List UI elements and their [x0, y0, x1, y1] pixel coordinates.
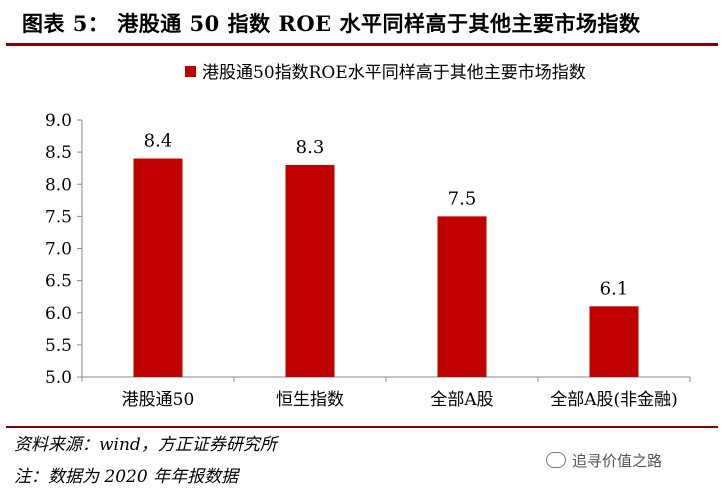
legend-label: 港股通50指数ROE水平同样高于其他主要市场指数 — [202, 63, 586, 83]
note-text: 注：数据为 2020 年年报数据 — [14, 467, 239, 487]
watermark: 追寻价值之路 — [546, 450, 662, 471]
bar-value-label: 6.1 — [600, 278, 629, 299]
y-tick-label: 8.0 — [45, 175, 72, 195]
bar — [285, 164, 335, 377]
x-tick-label: 全部A股(非金融) — [550, 390, 678, 410]
y-tick-label: 7.0 — [45, 240, 72, 260]
x-tick-label: 港股通50 — [122, 390, 195, 410]
figure-title: 图表 5： 港股通 50 指数 ROE 水平同样高于其他主要市场指数 — [22, 11, 641, 36]
y-tick-label: 6.5 — [45, 272, 72, 292]
bar-value-label: 7.5 — [448, 188, 477, 209]
wechat-icon — [546, 452, 566, 468]
y-tick-label: 5.5 — [45, 336, 72, 356]
chart-legend: 港股通50指数ROE水平同样高于其他主要市场指数 — [185, 63, 586, 83]
bar — [437, 216, 487, 377]
y-tick-label: 9.0 — [45, 111, 72, 131]
y-tick-label: 5.0 — [45, 368, 72, 388]
x-tick-label: 全部A股 — [430, 390, 493, 410]
watermark-text: 追寻价值之路 — [572, 452, 663, 470]
chart-bars: 8.4 8.3 7.5 6.1 — [133, 131, 639, 377]
bar-value-label: 8.3 — [296, 137, 325, 158]
bar-value-label: 8.4 — [144, 131, 173, 152]
source-text: 资料来源：wind，方正证券研究所 — [14, 435, 277, 455]
chart-axes: 5.0 5.5 6.0 6.5 7.0 7.5 8.0 8.5 9.0 港股通50 恒生指数 全部A股… — [45, 111, 691, 410]
y-tick-label: 8.5 — [45, 143, 72, 163]
figure-header: 图表 5： 港股通 50 指数 ROE 水平同样高于其他主要市场指数 — [0, 0, 724, 44]
footer-rule — [6, 426, 718, 428]
title-rule — [6, 43, 718, 46]
y-tick-label: 7.5 — [45, 207, 72, 227]
y-tick-label: 6.0 — [45, 304, 72, 324]
bar — [589, 306, 639, 377]
x-tick-label: 恒生指数 — [276, 390, 344, 410]
bar-chart: 港股通50指数ROE水平同样高于其他主要市场指数 5.0 5.5 6.0 6.5 7.0… — [45, 63, 691, 410]
legend-swatch — [185, 66, 196, 77]
bar — [133, 158, 183, 377]
